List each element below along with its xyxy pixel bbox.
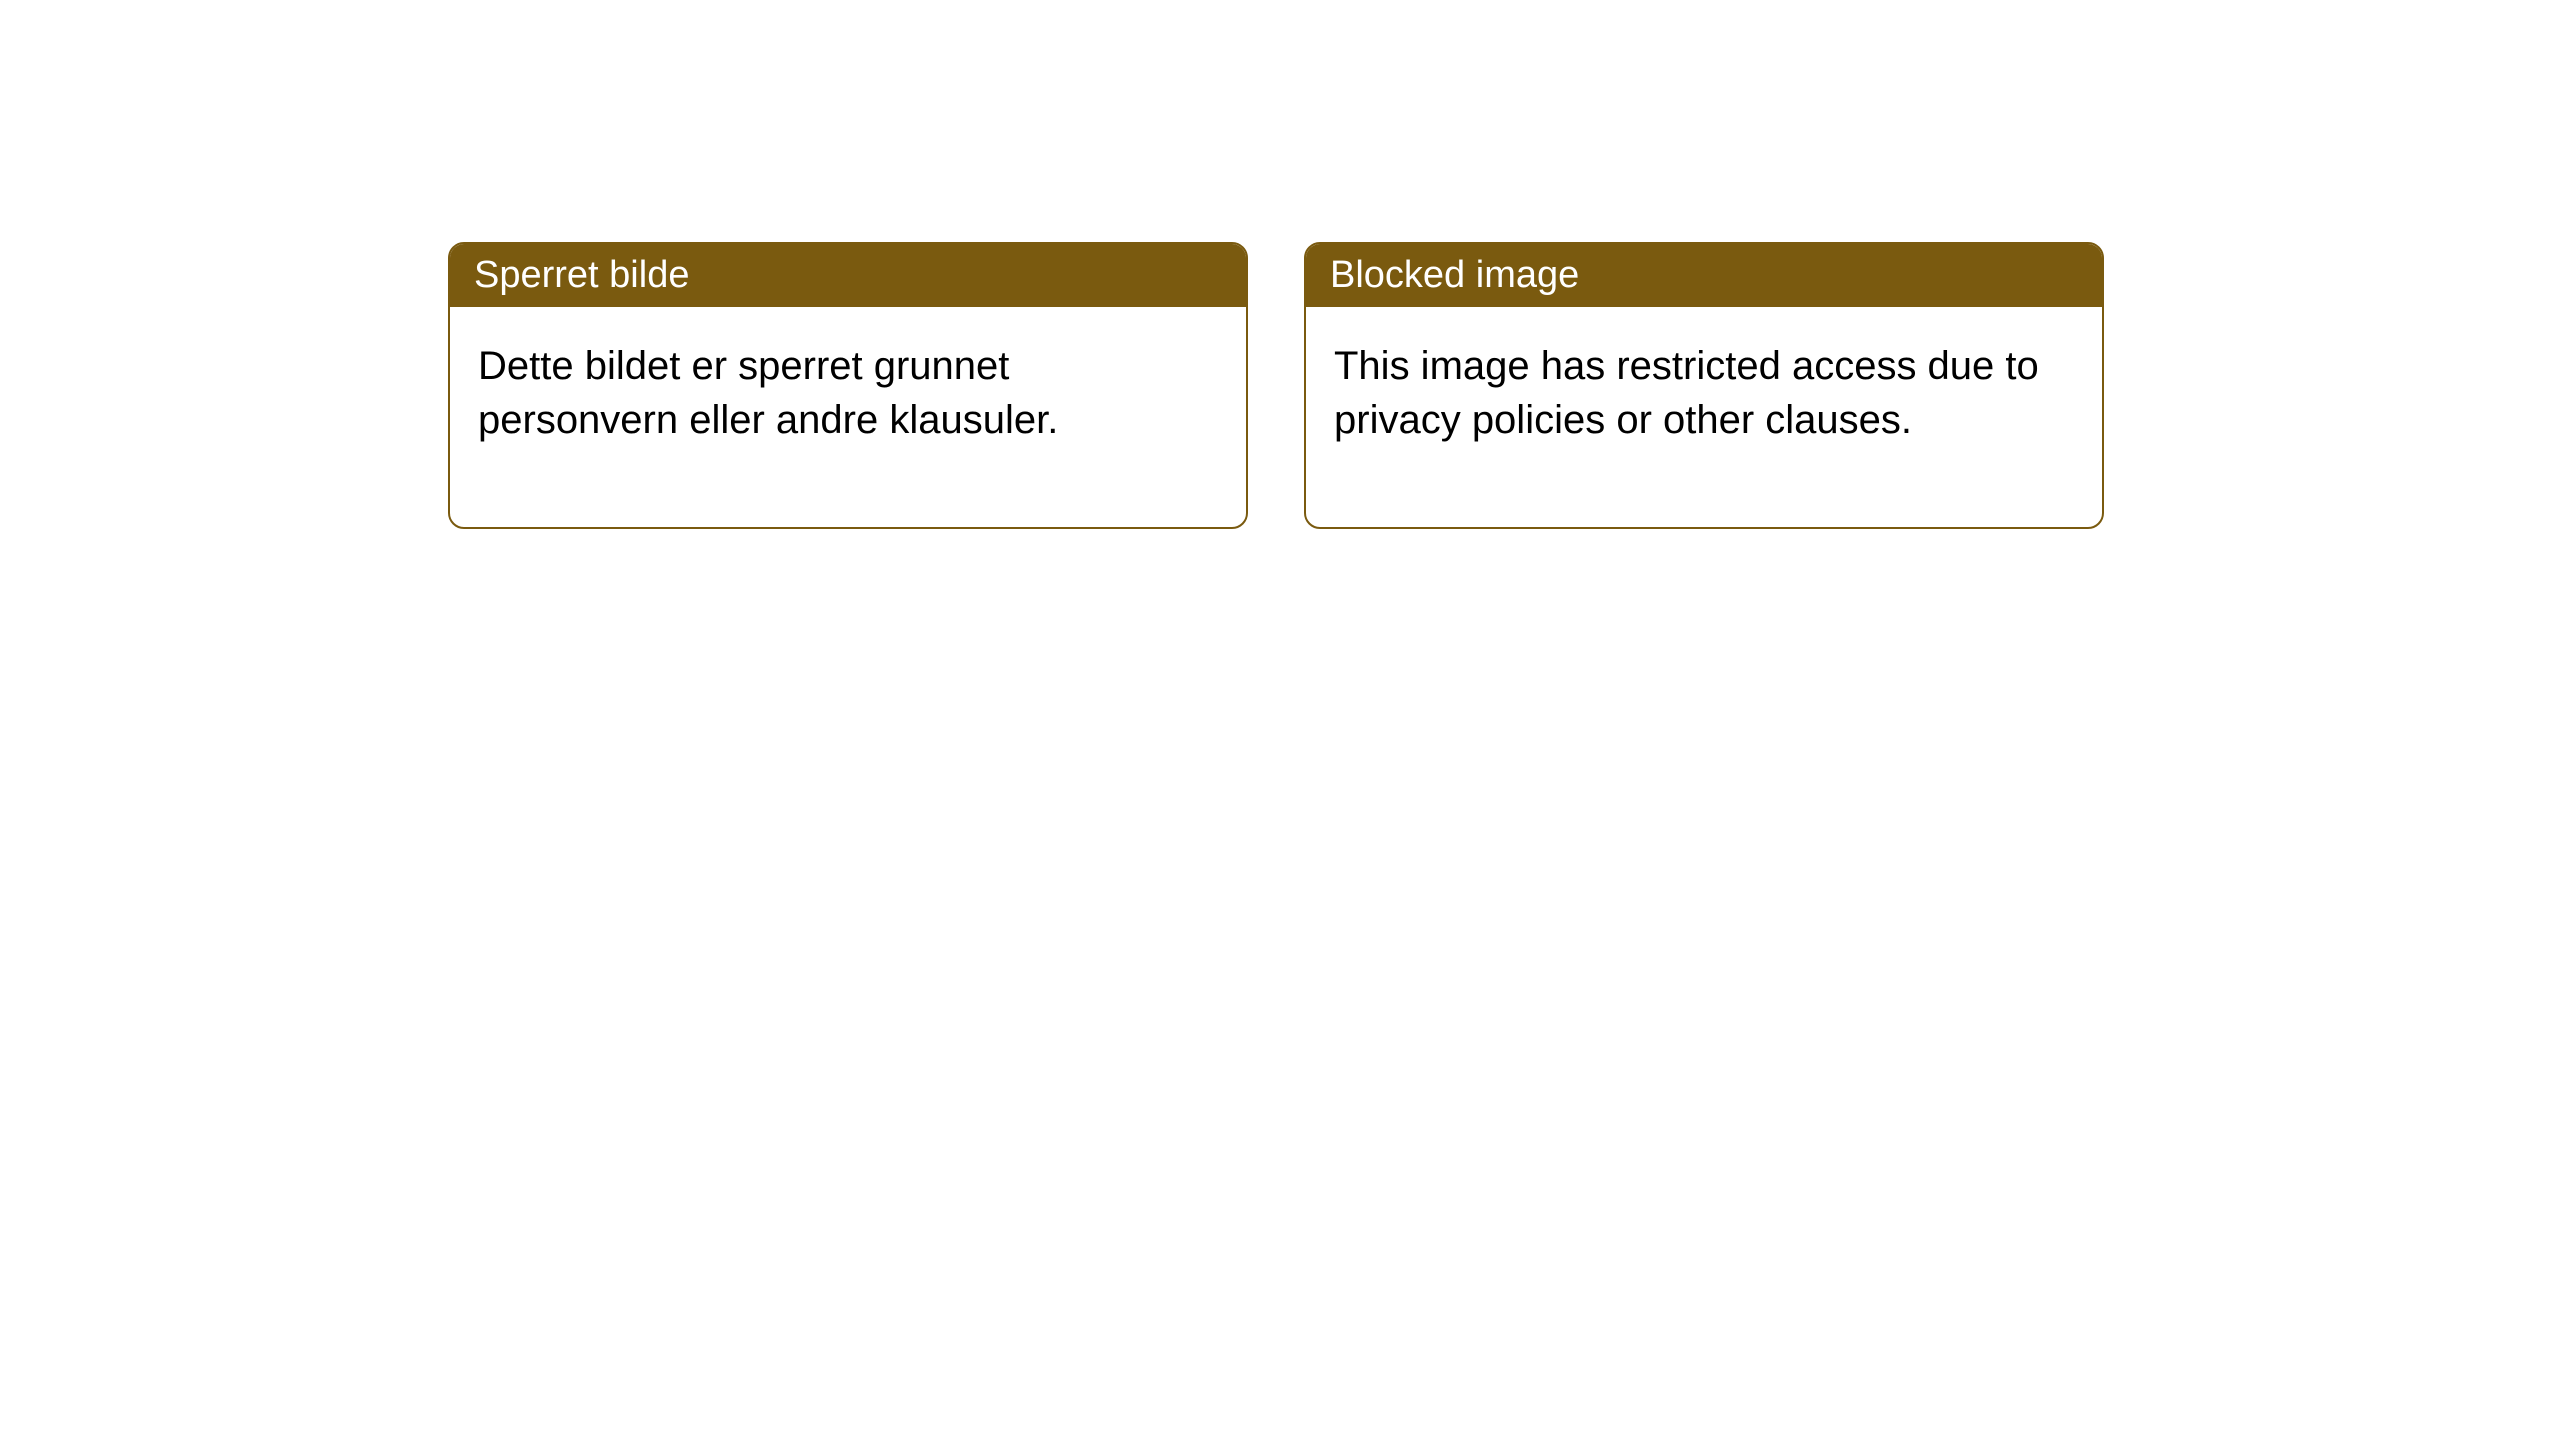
card-title: Sperret bilde	[474, 254, 689, 296]
card-body: This image has restricted access due to …	[1306, 307, 2102, 527]
card-body: Dette bildet er sperret grunnet personve…	[450, 307, 1246, 527]
notice-cards-container: Sperret bilde Dette bildet er sperret gr…	[448, 242, 2104, 529]
card-message: Dette bildet er sperret grunnet personve…	[478, 344, 1058, 442]
card-title: Blocked image	[1330, 254, 1579, 296]
notice-card-norwegian: Sperret bilde Dette bildet er sperret gr…	[448, 242, 1248, 529]
card-header: Sperret bilde	[450, 244, 1246, 307]
card-header: Blocked image	[1306, 244, 2102, 307]
card-message: This image has restricted access due to …	[1334, 344, 2039, 442]
notice-card-english: Blocked image This image has restricted …	[1304, 242, 2104, 529]
